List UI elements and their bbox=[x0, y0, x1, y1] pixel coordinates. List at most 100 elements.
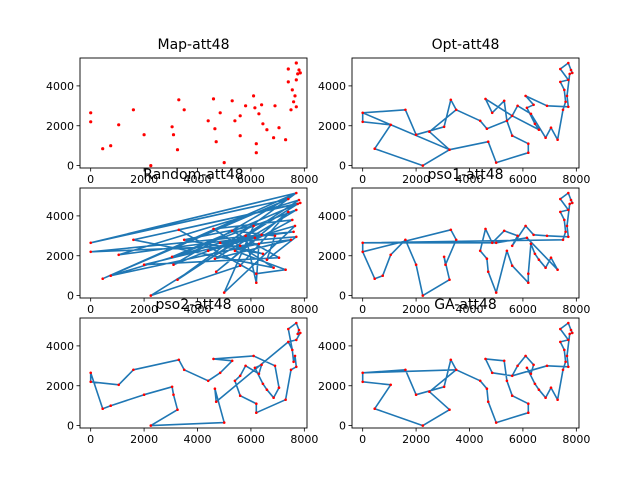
city-point bbox=[449, 228, 453, 232]
city-point bbox=[265, 128, 269, 132]
y-tick-label: 4000 bbox=[318, 210, 346, 223]
city-point bbox=[272, 266, 275, 270]
city-point bbox=[442, 125, 446, 129]
subplot-title: GA-att48 bbox=[434, 297, 497, 313]
city-point bbox=[373, 147, 377, 150]
city-point bbox=[132, 238, 135, 242]
city-point bbox=[571, 331, 574, 335]
city-point bbox=[254, 281, 258, 285]
city-point bbox=[428, 390, 431, 394]
city-point bbox=[244, 104, 248, 108]
city-point bbox=[284, 398, 287, 402]
y-tick-label: 0 bbox=[67, 290, 74, 303]
city-point bbox=[361, 120, 365, 124]
city-point bbox=[527, 272, 530, 276]
y-tick-label: 4000 bbox=[318, 80, 346, 93]
city-point bbox=[294, 105, 298, 109]
city-point bbox=[545, 364, 549, 368]
city-point bbox=[484, 97, 487, 101]
city-point bbox=[230, 229, 234, 233]
city-point bbox=[213, 387, 217, 391]
city-point bbox=[284, 268, 287, 272]
y-tick-label: 4000 bbox=[46, 340, 74, 353]
x-tick-label: 8000 bbox=[562, 433, 590, 446]
subplot-opt-att48: 0 2000 4000 6000 8000 0 2000 4000 Opt-att48 bbox=[318, 37, 590, 186]
city-point bbox=[272, 396, 275, 400]
subplot-title: Map-att48 bbox=[158, 37, 230, 53]
city-point bbox=[289, 368, 293, 372]
city-point bbox=[206, 119, 210, 123]
plot-area bbox=[80, 58, 307, 168]
city-point bbox=[561, 368, 565, 372]
city-point bbox=[238, 114, 242, 118]
axes-frame bbox=[79, 317, 308, 429]
city-point bbox=[567, 78, 570, 82]
city-point bbox=[565, 94, 569, 98]
city-point bbox=[273, 104, 277, 108]
city-point bbox=[230, 99, 234, 103]
x-tick-label: 2000 bbox=[130, 173, 158, 186]
city-point bbox=[490, 371, 494, 375]
x-tick-label: 4000 bbox=[184, 433, 212, 446]
x-tick-label: 4000 bbox=[456, 173, 484, 186]
city-point bbox=[257, 372, 261, 376]
city-point bbox=[297, 68, 301, 72]
city-point bbox=[421, 424, 425, 427]
city-point bbox=[485, 387, 489, 391]
city-point bbox=[454, 238, 458, 242]
city-point bbox=[222, 161, 226, 165]
city-point bbox=[421, 164, 425, 167]
city-point bbox=[510, 244, 514, 248]
city-point bbox=[293, 94, 297, 98]
x-tick-label: 0 bbox=[359, 433, 366, 446]
x-tick-label: 8000 bbox=[290, 173, 318, 186]
city-point bbox=[244, 234, 247, 238]
y-tick-label: 0 bbox=[339, 420, 346, 433]
city-point bbox=[564, 360, 567, 364]
city-point bbox=[273, 234, 277, 238]
y-tick-label: 0 bbox=[67, 160, 74, 173]
city-point bbox=[502, 99, 506, 103]
city-point bbox=[529, 242, 533, 246]
city-point bbox=[89, 120, 93, 124]
x-tick-label: 6000 bbox=[237, 173, 265, 186]
city-point bbox=[176, 278, 179, 282]
city-point bbox=[233, 379, 237, 383]
city-point bbox=[478, 249, 482, 253]
city-point bbox=[525, 106, 529, 110]
city-point bbox=[486, 140, 490, 143]
subplot-title: Opt-att48 bbox=[432, 37, 500, 53]
city-point bbox=[296, 332, 300, 336]
tour-route-line bbox=[361, 62, 574, 167]
city-point bbox=[567, 105, 570, 109]
city-point bbox=[170, 255, 174, 259]
city-point bbox=[569, 68, 573, 72]
y-tick-label: 2000 bbox=[46, 120, 74, 133]
city-point bbox=[544, 266, 547, 270]
x-tick-label: 0 bbox=[359, 303, 366, 316]
city-point bbox=[442, 255, 446, 259]
city-point bbox=[101, 277, 104, 281]
y-tick-label: 0 bbox=[339, 160, 346, 173]
x-tick-label: 2000 bbox=[402, 173, 430, 186]
city-point bbox=[565, 224, 569, 228]
city-point bbox=[563, 218, 566, 222]
city-point bbox=[214, 270, 218, 274]
city-point bbox=[373, 277, 377, 281]
city-point bbox=[101, 147, 105, 151]
subplot-title: pso1-att48 bbox=[427, 167, 503, 183]
city-point bbox=[213, 257, 217, 261]
city-point bbox=[556, 138, 559, 141]
y-tick-label: 4000 bbox=[318, 340, 346, 353]
city-point bbox=[175, 148, 180, 152]
city-point bbox=[149, 424, 153, 427]
city-point bbox=[299, 201, 302, 205]
city-point bbox=[299, 331, 302, 335]
city-point bbox=[109, 274, 112, 278]
city-point bbox=[230, 359, 234, 363]
y-tick-label: 2000 bbox=[46, 250, 74, 263]
city-point bbox=[296, 202, 300, 206]
